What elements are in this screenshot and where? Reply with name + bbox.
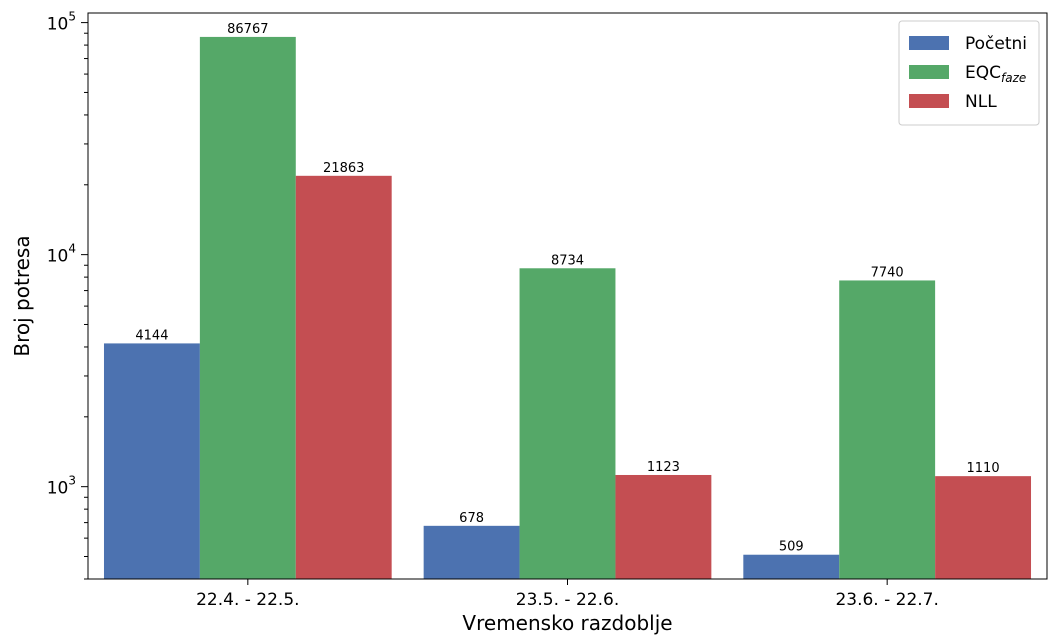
bar-eqc-3 xyxy=(839,280,936,579)
data-label-početni-2: 678 xyxy=(459,511,484,526)
plot-frame xyxy=(87,12,1048,580)
bars-group xyxy=(103,36,1032,580)
x-axis-ticks: 22.4. - 22.5. 23.5. - 22.6. 23.6. - 22.7. xyxy=(196,579,939,610)
legend-swatch-eqc xyxy=(909,65,949,79)
legend-label-početni: Početni xyxy=(965,34,1027,54)
legend: Početni EQCfaze NLL xyxy=(898,20,1040,126)
bar-eqc-1 xyxy=(199,36,296,580)
bar-početni-1 xyxy=(103,343,200,579)
bar-nll-2 xyxy=(615,474,712,579)
bar-početni-3 xyxy=(743,554,840,579)
data-label-početni-3: 509 xyxy=(779,540,804,555)
data-label-nll-3: 1110 xyxy=(967,461,1000,476)
legend-swatch-nll xyxy=(909,94,949,108)
x-tick-label-2: 23.5. - 22.6. xyxy=(516,590,619,610)
data-label-eqc-3: 7740 xyxy=(871,265,904,280)
x-tick-label-1: 22.4. - 22.5. xyxy=(196,590,299,610)
y-tick-label: 104 xyxy=(47,242,76,267)
x-axis-label: Vremensko razdoblje xyxy=(462,611,672,635)
bar-nll-1 xyxy=(295,175,392,579)
y-axis-label: Broj potresa xyxy=(10,235,34,356)
data-label-nll-2: 1123 xyxy=(647,460,680,475)
data-labels-group: 4144 86767 21863 678 8734 1123 509 7740 1110 xyxy=(135,22,999,555)
legend-swatch-početni xyxy=(909,36,949,50)
legend-label-nll: NLL xyxy=(965,92,997,112)
data-label-početni-1: 4144 xyxy=(135,328,168,343)
legend-label-eqc: EQCfaze xyxy=(965,63,1026,85)
y-tick-label: 103 xyxy=(47,474,76,499)
data-label-nll-1: 21863 xyxy=(323,161,364,176)
data-label-eqc-2: 8734 xyxy=(551,253,584,268)
bar-početni-2 xyxy=(423,525,520,579)
data-label-eqc-1: 86767 xyxy=(227,22,268,37)
y-tick-label: 105 xyxy=(47,10,76,35)
bar-eqc-2 xyxy=(519,268,616,579)
y-axis-ticks: 103 104 105 xyxy=(47,10,88,580)
bar-nll-3 xyxy=(935,476,1032,579)
x-tick-label-3: 23.6. - 22.7. xyxy=(835,590,938,610)
